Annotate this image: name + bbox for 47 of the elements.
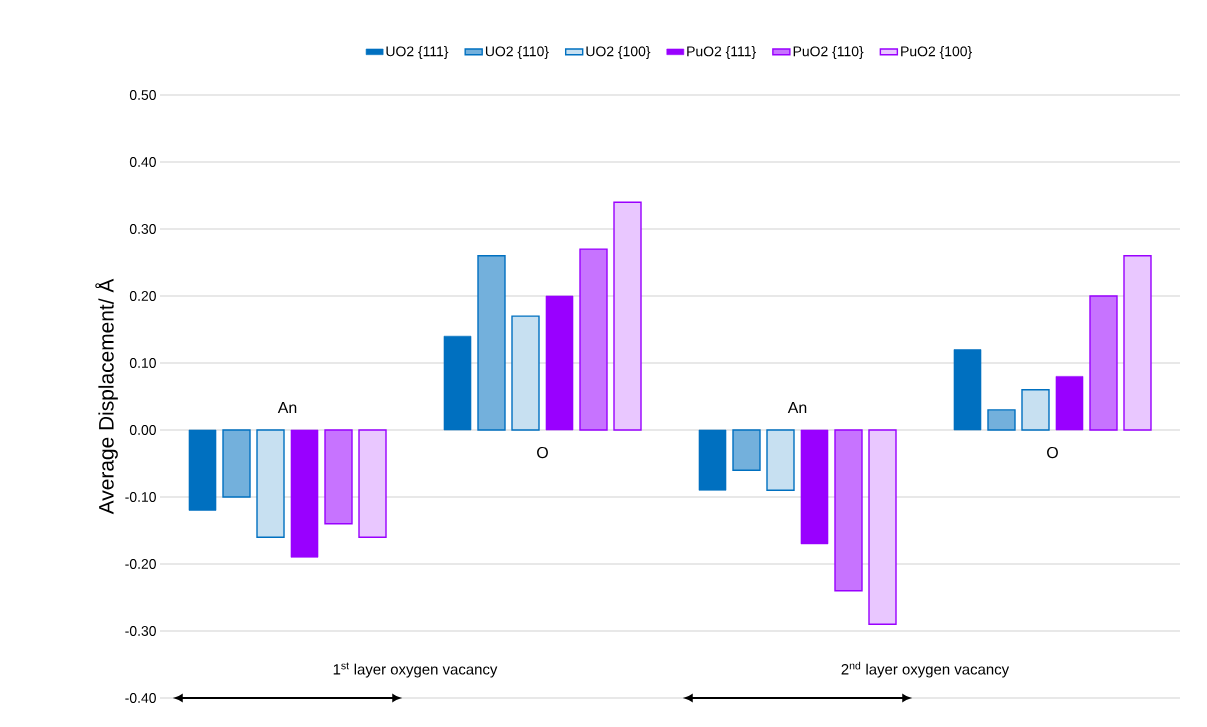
annotation: 1$^{st}$ layer oxygen vacancy [333,662,498,678]
y-tick-label: 0.50 [129,90,156,100]
annotation: An [787,402,807,414]
bar [511,315,540,431]
bar [545,295,574,431]
bar [1021,389,1050,431]
legend-label: PuO2 {110} [793,46,864,60]
y-tick-label: -0.20 [125,559,156,569]
bar [1123,255,1152,431]
bar [324,429,353,525]
annotation: O [1047,446,1058,459]
bar [358,429,387,538]
bar [834,429,863,592]
bar [613,201,642,431]
bar [579,248,608,431]
bar [256,429,285,538]
y-tick-label: -0.30 [125,626,156,636]
y-tick-label: -0.10 [125,492,156,502]
legend-label: PuO2 {111} [687,46,756,60]
bar [766,429,795,491]
bar [868,429,897,625]
annotation: An [277,402,297,414]
bar [1055,376,1084,431]
legend-label: PuO2 {100} [901,46,972,60]
annotation: O [537,446,548,459]
bar [188,429,217,511]
legend-label: UO2 {100} [586,46,651,60]
legend-label: UO2 {110} [485,46,549,60]
bar [698,429,727,491]
bar [1089,295,1118,431]
bar [800,429,829,545]
bar [222,429,251,498]
y-tick-label: -0.40 [125,693,156,703]
y-tick-label: 0.30 [129,224,156,234]
y-tick-label: 0.00 [129,425,156,435]
bar [290,429,319,558]
y-tick-label: 0.40 [129,157,156,167]
y-tick-label: 0.20 [129,291,156,301]
y-tick-label: 0.10 [129,358,156,368]
bar [443,335,472,431]
bar [732,429,761,471]
bar [953,349,982,431]
legend-label: UO2 {111} [386,46,449,60]
bar [987,409,1016,431]
bar [477,255,506,431]
y-axis-title: Average Displacement/ Å [95,278,118,515]
annotation: 2$^{nd}$ layer oxygen vacancy [841,661,1010,678]
